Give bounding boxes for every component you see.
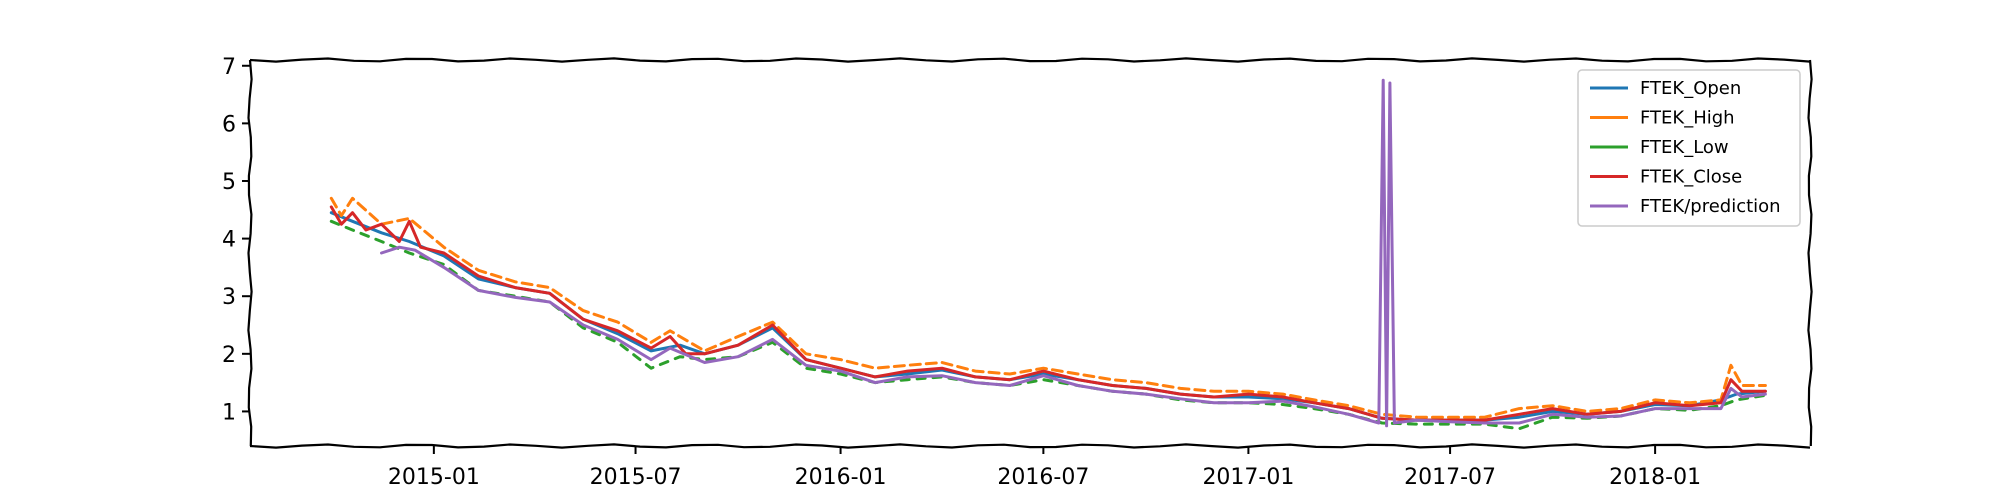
- series-line-2: [329, 219, 1767, 431]
- axis-spine-bottom: [249, 443, 1811, 449]
- axis-ticks: 2015-01 2015-07 2016-01 2016-07 2017-01 2017-…: [222, 55, 1701, 490]
- legend-box: [1577, 69, 1801, 227]
- series-line-1: [329, 196, 1767, 419]
- x-tick-label: 2017-01: [1202, 465, 1294, 490]
- y-tick-label: 7: [222, 55, 236, 80]
- series-line-0: [329, 211, 1767, 422]
- legend-label: FTEK_Close: [1640, 167, 1742, 188]
- axis-spine-top: [249, 57, 1811, 63]
- legend-label: FTEK_Low: [1640, 137, 1729, 158]
- plot-area-frame: [247, 57, 1813, 449]
- legend-label: FTEK/prediction: [1640, 196, 1781, 217]
- legend-label: FTEK_High: [1640, 108, 1735, 129]
- series-line-3: [329, 205, 1767, 422]
- y-tick-label: 3: [222, 285, 236, 310]
- y-tick-label: 2: [222, 343, 236, 368]
- y-tick-label: 1: [222, 400, 236, 425]
- x-tick-label: 2015-01: [388, 465, 480, 490]
- x-tick-label: 2016-07: [997, 465, 1089, 490]
- x-tick-label: 2018-01: [1609, 465, 1701, 490]
- legend-label: FTEK_Open: [1640, 78, 1741, 99]
- y-tick-label: 4: [222, 228, 236, 253]
- axis-spine-left: [247, 59, 253, 447]
- x-tick-label: 2015-07: [590, 465, 682, 490]
- x-tick-label: 2017-07: [1404, 465, 1496, 490]
- series-layer: [329, 78, 1767, 431]
- series-line-4: [380, 78, 1767, 428]
- y-tick-label: 5: [222, 170, 236, 195]
- y-tick-label: 6: [222, 112, 236, 137]
- legend: FTEK_Open FTEK_High FTEK_Low FTEK_Close FTEK…: [1577, 69, 1801, 227]
- axis-spine-right: [1807, 59, 1813, 447]
- x-tick-label: 2016-01: [795, 465, 887, 490]
